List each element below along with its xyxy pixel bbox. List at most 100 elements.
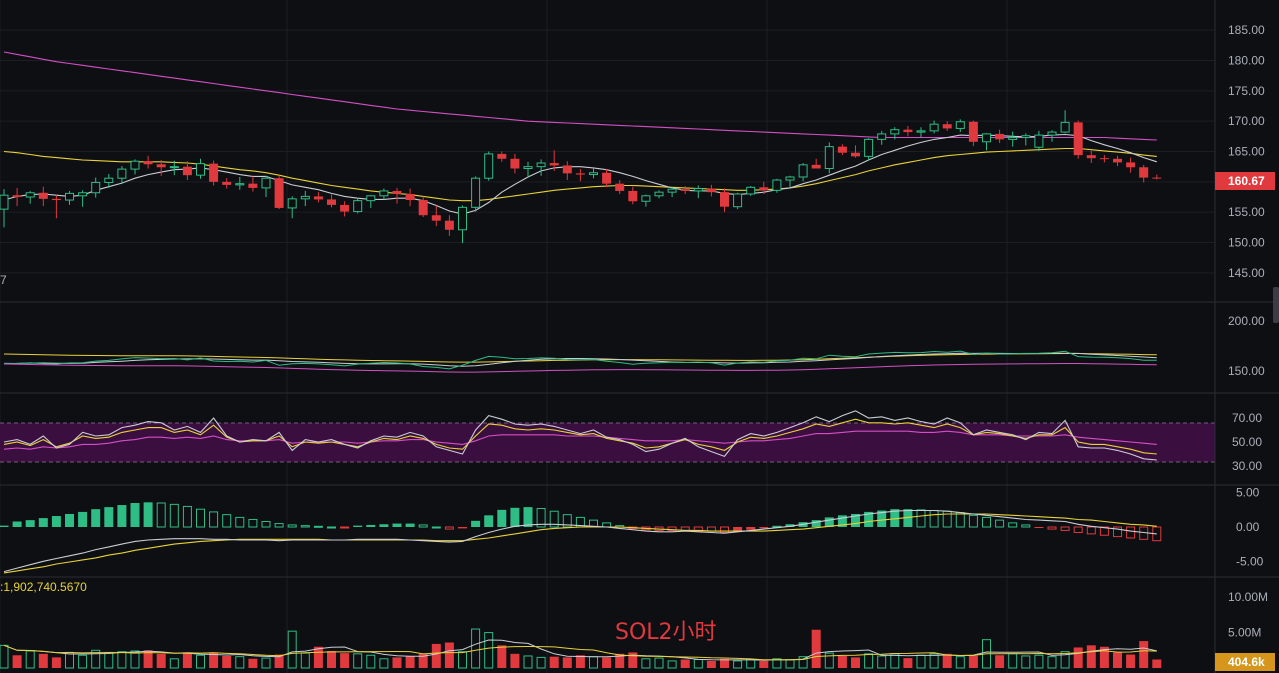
macd-bar-positive	[379, 524, 389, 527]
candle-down	[903, 126, 913, 137]
volume-bar-down	[995, 655, 1005, 668]
macd-axis-ticks: 5.00 0.00 -5.00	[1236, 486, 1264, 569]
rsi-tick-label: 30.00	[1232, 459, 1262, 473]
price-tick-label: 150.00	[1228, 236, 1265, 250]
rsi-pane[interactable]	[0, 410, 1215, 463]
candle-up	[523, 161, 533, 178]
current-price-tag: 160.67	[1215, 172, 1275, 190]
volume-tick-label: 5.00M	[1228, 626, 1261, 640]
macd-bar-positive	[903, 509, 913, 527]
macd-bar-positive	[418, 524, 428, 528]
price-tick-label: 155.00	[1228, 205, 1265, 219]
candle-up	[484, 151, 494, 181]
volume-bar-down	[811, 629, 821, 668]
macd-bar-positive	[995, 519, 1005, 528]
candle-body	[1086, 155, 1096, 159]
candle-down	[851, 145, 860, 158]
volume-tick-label: 10.00M	[1228, 590, 1268, 604]
candle-down	[1099, 155, 1109, 163]
macd-pane[interactable]: :1,902,740.5670	[0, 502, 1162, 594]
candle-body	[510, 158, 520, 169]
volume-bar-down	[327, 651, 336, 668]
candle-body	[628, 190, 638, 202]
volume-bar-down	[1099, 646, 1109, 668]
volume-bar-down	[274, 654, 284, 668]
volume-bar-down	[903, 658, 913, 668]
volume-bar-down	[706, 660, 716, 668]
candle-down	[274, 175, 284, 210]
candle-body	[274, 178, 284, 208]
candle-body	[995, 133, 1005, 140]
candle-down	[759, 181, 769, 194]
volume-bar-up	[353, 653, 363, 669]
candle-body	[235, 183, 245, 186]
price-pane[interactable]: 7	[0, 51, 1162, 287]
candle-down	[143, 155, 153, 169]
candle-body	[458, 206, 467, 231]
candle-body	[1073, 122, 1083, 156]
macd-bar-positive	[169, 503, 179, 528]
macd-bar-positive	[235, 516, 245, 528]
volume-bar-up	[654, 657, 664, 669]
volume-bar-down	[1126, 654, 1136, 668]
candle-down	[1073, 120, 1083, 159]
candle-body	[366, 195, 376, 202]
candle-body	[1139, 167, 1149, 178]
macd-bar-negative	[733, 527, 743, 532]
macd-bar-positive	[78, 511, 88, 527]
candle-down	[340, 201, 350, 217]
macd-bar-positive	[51, 516, 61, 527]
candle-body	[877, 133, 887, 140]
volume-bar-down	[340, 653, 350, 668]
macd-bar-negative	[1126, 526, 1136, 539]
candle-down	[995, 129, 1005, 144]
volume-bar-down	[1086, 645, 1096, 668]
candle-body	[916, 130, 926, 133]
candle-body	[497, 153, 507, 159]
volume-pane[interactable]: SOL2小时	[0, 620, 1162, 669]
candle-body	[471, 177, 481, 208]
macd-bar-positive	[877, 510, 887, 527]
candle-up	[746, 186, 756, 196]
candle-body	[12, 195, 22, 198]
volume-bar-up	[1021, 655, 1031, 669]
pane-resize-handle[interactable]	[1273, 287, 1279, 323]
candle-down	[1113, 155, 1122, 167]
candle-body	[353, 200, 363, 213]
candle-body	[222, 181, 232, 185]
macd-bar-negative	[693, 526, 703, 532]
candle-body	[130, 160, 140, 170]
candle-up	[1008, 131, 1018, 147]
left-edge-label: 7	[0, 273, 7, 287]
macd-bar-negative	[1034, 527, 1044, 528]
price-axis[interactable]: 185.00180.00175.00170.00165.00160.00155.…	[1214, 0, 1275, 673]
macd-bar-positive	[1008, 522, 1018, 528]
candle-body	[759, 187, 769, 191]
candle-body	[405, 193, 415, 201]
candle-body	[104, 177, 114, 183]
candle-body	[851, 152, 860, 157]
overlay-pane[interactable]	[3, 350, 1157, 373]
candle-body	[602, 172, 612, 184]
candle-body	[824, 146, 834, 169]
candle-down	[182, 161, 192, 181]
candle-up	[235, 176, 245, 190]
macd-bar-positive	[0, 525, 9, 527]
candle-up	[667, 187, 677, 198]
macd-bar-positive	[248, 518, 258, 528]
candle-up	[1047, 130, 1057, 142]
macd-bar-negative	[759, 527, 769, 529]
candle-body	[91, 181, 101, 194]
macd-bar-positive	[261, 521, 271, 528]
volume-bar-down	[1139, 641, 1149, 668]
macd-bar-positive	[982, 516, 991, 528]
volume-bar-up	[864, 653, 874, 669]
volume-bar-up	[772, 658, 782, 669]
candle-up	[877, 130, 887, 145]
candle-body	[1034, 134, 1044, 148]
rsi-tick-label: 70.00	[1232, 411, 1262, 425]
volume-bar-up	[484, 632, 494, 669]
candle-body	[706, 188, 716, 193]
candle-down	[837, 144, 847, 156]
